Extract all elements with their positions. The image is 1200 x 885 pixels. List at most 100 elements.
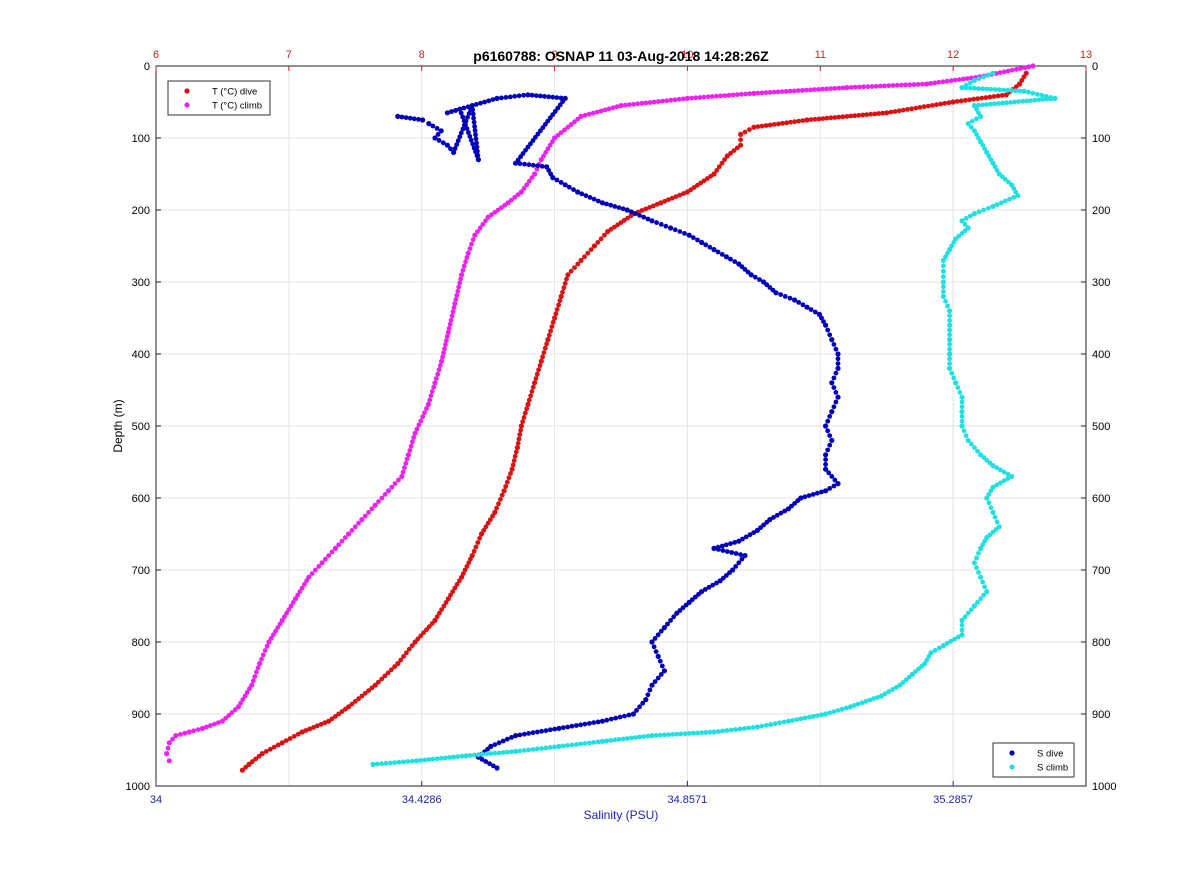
- data-point: [457, 578, 462, 584]
- data-point: [473, 102, 479, 107]
- data-point: [639, 208, 645, 213]
- data-point: [800, 88, 805, 93]
- data-point: [465, 104, 471, 110]
- data-point: [759, 123, 765, 129]
- data-point: [408, 443, 414, 449]
- data-point: [332, 545, 338, 552]
- data-point: [164, 751, 170, 757]
- data-point: [992, 87, 998, 92]
- data-point: [670, 732, 676, 737]
- data-point: [512, 195, 518, 200]
- data-point: [739, 264, 745, 270]
- data-point: [962, 228, 968, 234]
- data-point: [591, 720, 597, 725]
- data-point: [303, 728, 309, 733]
- data-point: [604, 738, 609, 744]
- data-point: [746, 725, 752, 731]
- data-point: [751, 90, 757, 96]
- data-point: [808, 307, 814, 312]
- data-point: [835, 481, 841, 487]
- data-point: [500, 750, 506, 755]
- data-point: [940, 268, 947, 274]
- data-point: [333, 714, 338, 719]
- data-point: [677, 229, 683, 235]
- data-point: [998, 467, 1003, 473]
- data-point: [967, 80, 973, 86]
- data-point: [488, 751, 494, 756]
- data-point: [672, 97, 678, 103]
- data-point: [401, 654, 406, 659]
- data-point: [271, 744, 277, 750]
- data-point: [554, 177, 560, 183]
- data-point: [498, 497, 503, 502]
- data-point: [795, 88, 801, 93]
- data-point: [703, 730, 709, 735]
- data-point: [944, 641, 950, 646]
- data-point: [546, 94, 552, 100]
- data-point: [435, 371, 441, 377]
- data-point: [917, 105, 923, 110]
- data-point: [510, 462, 516, 468]
- x-top-tick-label: 7: [286, 49, 292, 61]
- data-point: [595, 719, 601, 725]
- data-point: [634, 708, 639, 713]
- data-point: [972, 85, 977, 91]
- data-point: [166, 740, 172, 746]
- data-point: [913, 105, 919, 111]
- data-point: [556, 725, 562, 732]
- data-point: [794, 717, 800, 722]
- data-point: [714, 580, 719, 586]
- data-point: [767, 122, 773, 128]
- data-point: [356, 520, 361, 526]
- data-point: [426, 121, 432, 127]
- data-point: [971, 77, 978, 83]
- data-point: [823, 452, 829, 458]
- data-point: [701, 94, 707, 100]
- data-point: [907, 82, 913, 88]
- data-point: [1008, 100, 1014, 105]
- data-point: [459, 272, 465, 278]
- data-point: [199, 725, 206, 732]
- data-point: [273, 628, 278, 634]
- data-point: [800, 118, 806, 123]
- data-point: [716, 164, 722, 170]
- data-point: [635, 101, 640, 107]
- data-point: [666, 197, 671, 203]
- x-bottom-tick-label: 34.4286: [402, 794, 442, 806]
- data-point: [996, 87, 1002, 93]
- data-point: [494, 505, 499, 511]
- data-point: [448, 592, 453, 598]
- x-bottom-tick-label: 34: [150, 794, 162, 806]
- data-point: [628, 209, 634, 215]
- data-point: [680, 605, 686, 611]
- data-point: [1004, 100, 1009, 106]
- data-point: [286, 607, 292, 612]
- data-point: [681, 191, 686, 196]
- data-point: [468, 556, 473, 562]
- data-point: [886, 83, 892, 89]
- data-point: [428, 393, 434, 399]
- data-point: [574, 742, 579, 747]
- data-point: [495, 207, 501, 213]
- data-point: [823, 488, 829, 494]
- data-point: [462, 567, 468, 573]
- data-point: [751, 530, 757, 535]
- data-point: [733, 564, 739, 569]
- data-point: [1005, 87, 1010, 93]
- data-point: [848, 113, 854, 119]
- data-point: [1001, 469, 1007, 475]
- data-point: [980, 86, 986, 92]
- data-point: [750, 725, 756, 730]
- data-point: [453, 108, 459, 113]
- data-point: [512, 93, 518, 99]
- data-point: [645, 692, 651, 698]
- y-tick-label-right: 1000: [1092, 781, 1116, 793]
- data-point: [457, 280, 463, 286]
- data-point: [976, 86, 981, 91]
- data-point: [812, 309, 818, 315]
- data-point: [392, 664, 397, 670]
- data-point: [516, 436, 522, 442]
- data-point: [238, 700, 244, 706]
- data-point: [984, 589, 990, 595]
- data-point: [947, 337, 953, 343]
